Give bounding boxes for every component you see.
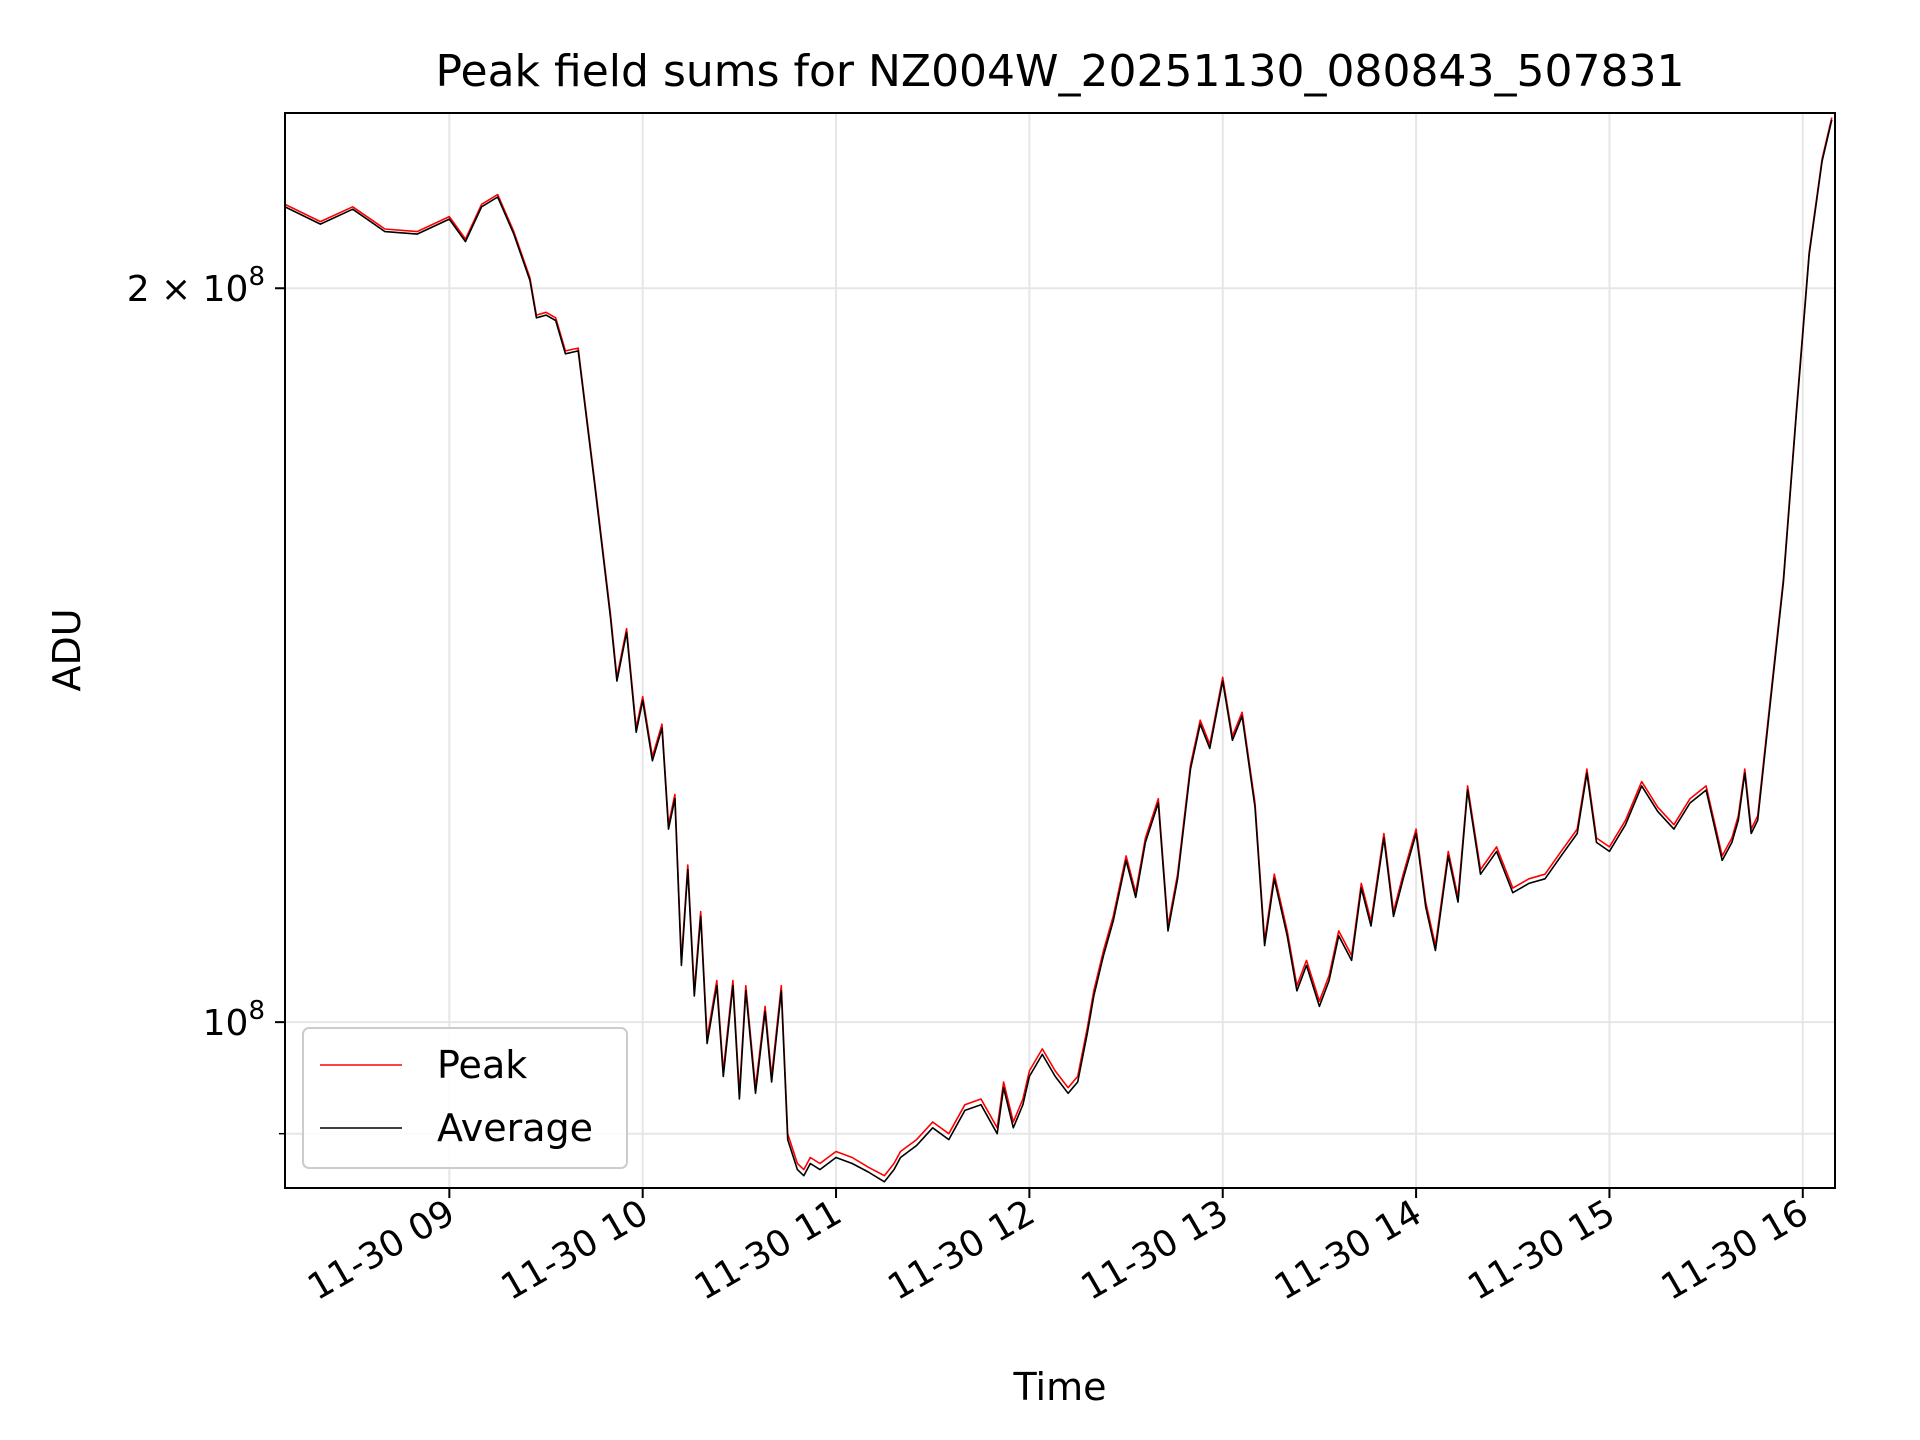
x-axis-title: Time	[1013, 1365, 1107, 1409]
plot-frame	[284, 112, 1836, 1189]
legend-label-average: Average	[437, 1106, 593, 1150]
y-tick-label: 2 × 108	[127, 262, 265, 310]
chart-title: Peak field sums for NZ004W_20251130_0808…	[436, 46, 1685, 97]
y-tick-label: 108	[203, 996, 265, 1044]
series-layer	[285, 117, 1833, 1183]
legend: Peak Average	[302, 1027, 628, 1169]
legend-label-peak: Peak	[437, 1043, 527, 1087]
legend-box	[302, 1027, 628, 1169]
series-line-average	[285, 119, 1833, 1183]
y-axis-title: ADU	[45, 608, 89, 691]
